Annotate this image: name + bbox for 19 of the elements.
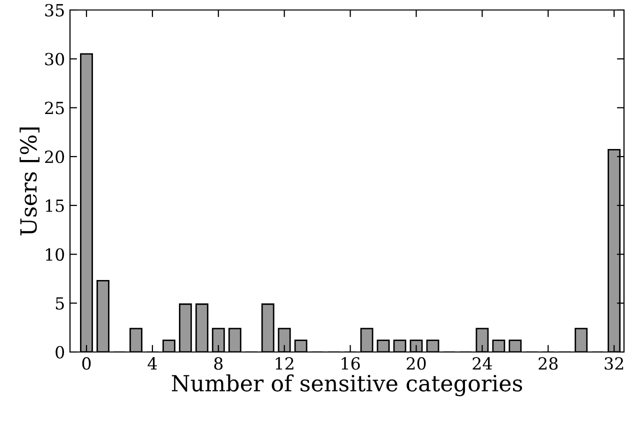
- x-tick-label: 12: [276, 357, 294, 370]
- x-tick-label: 16: [342, 357, 360, 370]
- y-tick-label: 20: [45, 150, 64, 164]
- x-tick-label: 20: [406, 357, 426, 370]
- y-tick-label: 15: [46, 199, 64, 212]
- x-axis-title: Number of sensitive categories: [172, 374, 522, 396]
- x-tick-label: 0: [82, 357, 91, 370]
- x-tick-label: 32: [604, 357, 624, 370]
- x-tick-label: 4: [148, 357, 157, 370]
- y-tick-label: 30: [45, 52, 64, 66]
- y-tick-label: 35: [45, 4, 64, 17]
- y-tick-label: 25: [45, 102, 64, 114]
- x-tick-label: 8: [214, 357, 223, 370]
- x-tick-label: 28: [538, 357, 558, 370]
- y-tick-label: 10: [46, 248, 64, 261]
- y-tick-label: 5: [56, 297, 64, 310]
- y-axis-title: Users [%]: [20, 127, 40, 236]
- y-tick-label: 0: [56, 346, 64, 359]
- x-tick-label: 24: [472, 357, 492, 370]
